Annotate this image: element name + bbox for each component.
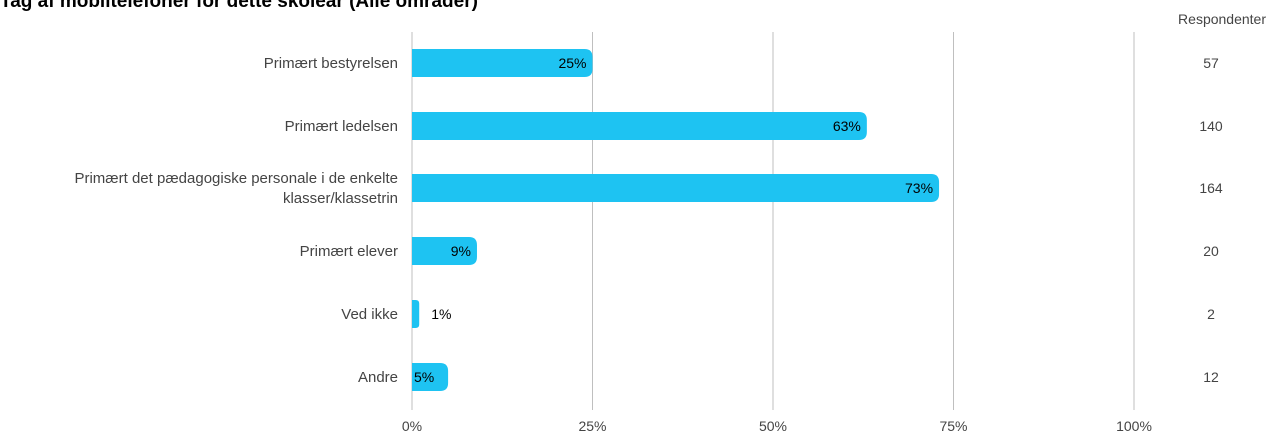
respondent-count-primaert-det-paedagogiske-personale-i-de-enkelte-klasser-klassetrin: 164 [1199, 180, 1223, 196]
x-axis-ticks: 0% 25% 50% 75% 100% [402, 418, 1152, 434]
x-tick-label: 25% [578, 418, 606, 434]
bar-ved-ikke [412, 300, 420, 328]
category-label-primaert-bestyrelsen: Primært bestyrelsen [264, 55, 398, 72]
x-tick-label: 50% [759, 418, 787, 434]
value-label-ved-ikke: 1% [431, 306, 451, 322]
respondent-count-andre: 12 [1203, 369, 1219, 385]
bar-primaert-ledelsen [412, 112, 867, 140]
x-tick-label: 75% [939, 418, 967, 434]
respondent-count-primaert-bestyrelsen: 57 [1203, 55, 1219, 71]
value-label-andre: 5% [414, 369, 434, 385]
value-label-primaert-det-paedagogiske-personale-i-de-enkelte-klasser-klassetrin: 73% [905, 180, 933, 196]
chart-title: Tag af mobiltelefoner for dette skoleår … [0, 0, 478, 12]
value-labels: 25% 63% 73% 9% 1% 5% [414, 55, 933, 385]
bar-primaert-det-paedagogiske-personale-i-de-enkelte-klasser-klassetrin [412, 174, 940, 202]
bar-primaert-elever [412, 237, 477, 265]
category-label-andre: Andre [358, 369, 398, 386]
respondent-count-ved-ikke: 2 [1207, 306, 1215, 322]
bars [412, 49, 940, 391]
respondents-header: Respondenter [1178, 11, 1266, 27]
value-label-primaert-elever: 9% [451, 243, 471, 259]
category-label-ved-ikke: Ved ikke [341, 306, 398, 323]
value-label-primaert-bestyrelsen: 25% [558, 55, 586, 71]
category-labels: Primært bestyrelsen Primært ledelsen Primæ… [74, 55, 398, 386]
respondent-count-primaert-ledelsen: 140 [1199, 118, 1223, 134]
bar-primaert-bestyrelsen [412, 49, 593, 77]
x-tick-label: 0% [402, 418, 422, 434]
respondent-counts: 57 140 164 20 2 12 [1199, 55, 1223, 385]
category-label-primaert-det-paedagogiske-personale-i-de-enkelte-klasser-klassetrin: Primært det pædagogiske personale i de e… [74, 170, 398, 207]
gridlines [411, 32, 1135, 410]
respondent-count-primaert-elever: 20 [1203, 243, 1219, 259]
category-label-primaert-ledelsen: Primært ledelsen [285, 118, 398, 135]
value-label-primaert-ledelsen: 63% [833, 118, 861, 134]
category-label-primaert-elever: Primært elever [300, 243, 398, 260]
x-tick-label: 100% [1116, 418, 1152, 434]
bar-andre [412, 363, 449, 391]
